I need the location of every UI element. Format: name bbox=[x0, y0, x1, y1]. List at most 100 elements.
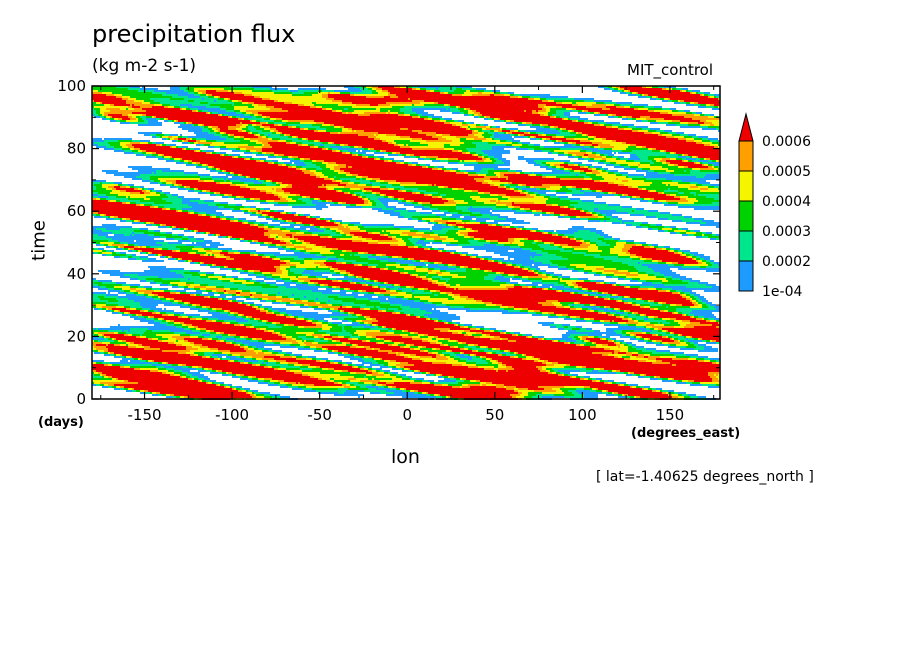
precip-cell bbox=[340, 170, 344, 172]
precip-cell bbox=[484, 270, 488, 272]
precip-cell bbox=[248, 118, 264, 120]
precip-cell bbox=[142, 252, 146, 254]
precip-cell bbox=[230, 86, 252, 88]
precip-cell bbox=[194, 230, 196, 232]
precip-cell bbox=[682, 254, 686, 256]
precip-cell bbox=[240, 180, 258, 182]
precip-cell bbox=[408, 98, 410, 100]
precip-cell bbox=[592, 270, 604, 272]
precip-cell bbox=[148, 252, 150, 254]
precip-cell bbox=[196, 144, 200, 146]
precip-cell bbox=[602, 296, 610, 298]
precip-cell bbox=[428, 280, 432, 282]
precip-cell bbox=[200, 178, 212, 180]
precip-cell bbox=[232, 150, 240, 152]
precip-cell bbox=[618, 218, 622, 220]
precip-cell bbox=[370, 200, 374, 202]
precip-cell bbox=[696, 258, 700, 260]
precip-cell bbox=[214, 264, 216, 266]
precip-cell bbox=[378, 264, 386, 266]
precip-cell bbox=[278, 292, 280, 294]
precip-cell bbox=[646, 178, 666, 180]
precip-cell bbox=[570, 238, 574, 240]
precip-cell bbox=[510, 128, 518, 130]
precip-cell bbox=[406, 154, 410, 156]
precip-cell bbox=[578, 132, 582, 134]
precip-cell bbox=[566, 282, 572, 284]
precip-cell bbox=[406, 286, 410, 288]
precip-cell bbox=[608, 86, 612, 88]
precip-cell bbox=[512, 262, 542, 264]
precip-cell bbox=[534, 202, 546, 204]
precip-cell bbox=[166, 226, 170, 228]
precip-cell bbox=[106, 254, 112, 256]
precip-cell bbox=[168, 258, 174, 260]
precip-cell bbox=[330, 272, 336, 274]
precip-cell bbox=[630, 254, 636, 256]
precip-cell bbox=[630, 256, 638, 258]
precip-cell bbox=[332, 150, 336, 152]
precip-cell bbox=[458, 158, 482, 160]
precip-cell bbox=[558, 126, 606, 128]
precip-cell bbox=[140, 88, 158, 90]
precip-cell bbox=[92, 284, 98, 286]
precip-cell bbox=[636, 268, 652, 270]
precip-cell bbox=[92, 196, 98, 198]
precip-cell bbox=[320, 236, 328, 238]
precip-cell bbox=[92, 206, 150, 208]
precip-cell bbox=[614, 284, 616, 286]
precip-cell bbox=[138, 120, 144, 122]
precip-cell bbox=[136, 288, 146, 290]
precip-cell bbox=[434, 262, 438, 264]
precip-cell bbox=[682, 90, 686, 92]
precip-cell bbox=[488, 224, 492, 226]
precip-cell bbox=[206, 290, 212, 292]
precip-cell bbox=[390, 96, 398, 98]
precip-cell bbox=[266, 190, 276, 192]
precip-cell bbox=[246, 158, 250, 160]
precip-cell bbox=[490, 136, 494, 138]
precip-cell bbox=[688, 282, 698, 284]
precip-cell bbox=[392, 142, 396, 144]
precip-cell bbox=[350, 254, 352, 256]
precip-cell bbox=[530, 258, 568, 260]
precip-cell bbox=[472, 110, 476, 112]
precip-cell bbox=[330, 268, 334, 270]
precip-cell bbox=[636, 126, 648, 128]
precip-cell bbox=[480, 124, 484, 126]
precip-cell bbox=[262, 256, 266, 258]
precip-cell bbox=[388, 92, 390, 94]
precip-cell bbox=[114, 118, 118, 120]
precip-cell bbox=[664, 276, 672, 278]
precip-cell bbox=[246, 112, 252, 114]
precip-cell bbox=[130, 86, 140, 88]
precip-cell bbox=[658, 134, 662, 136]
precip-cell bbox=[296, 264, 320, 266]
precip-cell bbox=[328, 148, 332, 150]
precip-cell bbox=[220, 128, 228, 130]
precip-cell bbox=[622, 150, 632, 152]
precip-cell bbox=[618, 88, 620, 90]
precip-cell bbox=[340, 126, 344, 128]
precip-cell bbox=[390, 296, 396, 298]
precip-cell bbox=[380, 110, 388, 112]
precip-cell bbox=[598, 246, 614, 248]
precip-cell bbox=[136, 116, 140, 118]
precip-cell bbox=[246, 156, 252, 158]
precip-cell bbox=[470, 108, 542, 110]
precip-cell bbox=[108, 300, 118, 302]
precip-cell bbox=[244, 238, 274, 240]
precip-cell bbox=[490, 192, 520, 194]
precip-cell bbox=[610, 298, 614, 300]
precip-cell bbox=[266, 180, 270, 182]
precip-cell bbox=[282, 270, 288, 272]
precip-cell bbox=[290, 240, 296, 242]
precip-cell bbox=[154, 180, 160, 182]
precip-cell bbox=[220, 154, 222, 156]
precip-cell bbox=[670, 152, 674, 154]
precip-cell bbox=[274, 100, 278, 102]
precip-cell bbox=[536, 174, 542, 176]
precip-cell bbox=[474, 134, 482, 136]
precip-cell bbox=[168, 118, 238, 120]
precip-cell bbox=[92, 144, 98, 146]
